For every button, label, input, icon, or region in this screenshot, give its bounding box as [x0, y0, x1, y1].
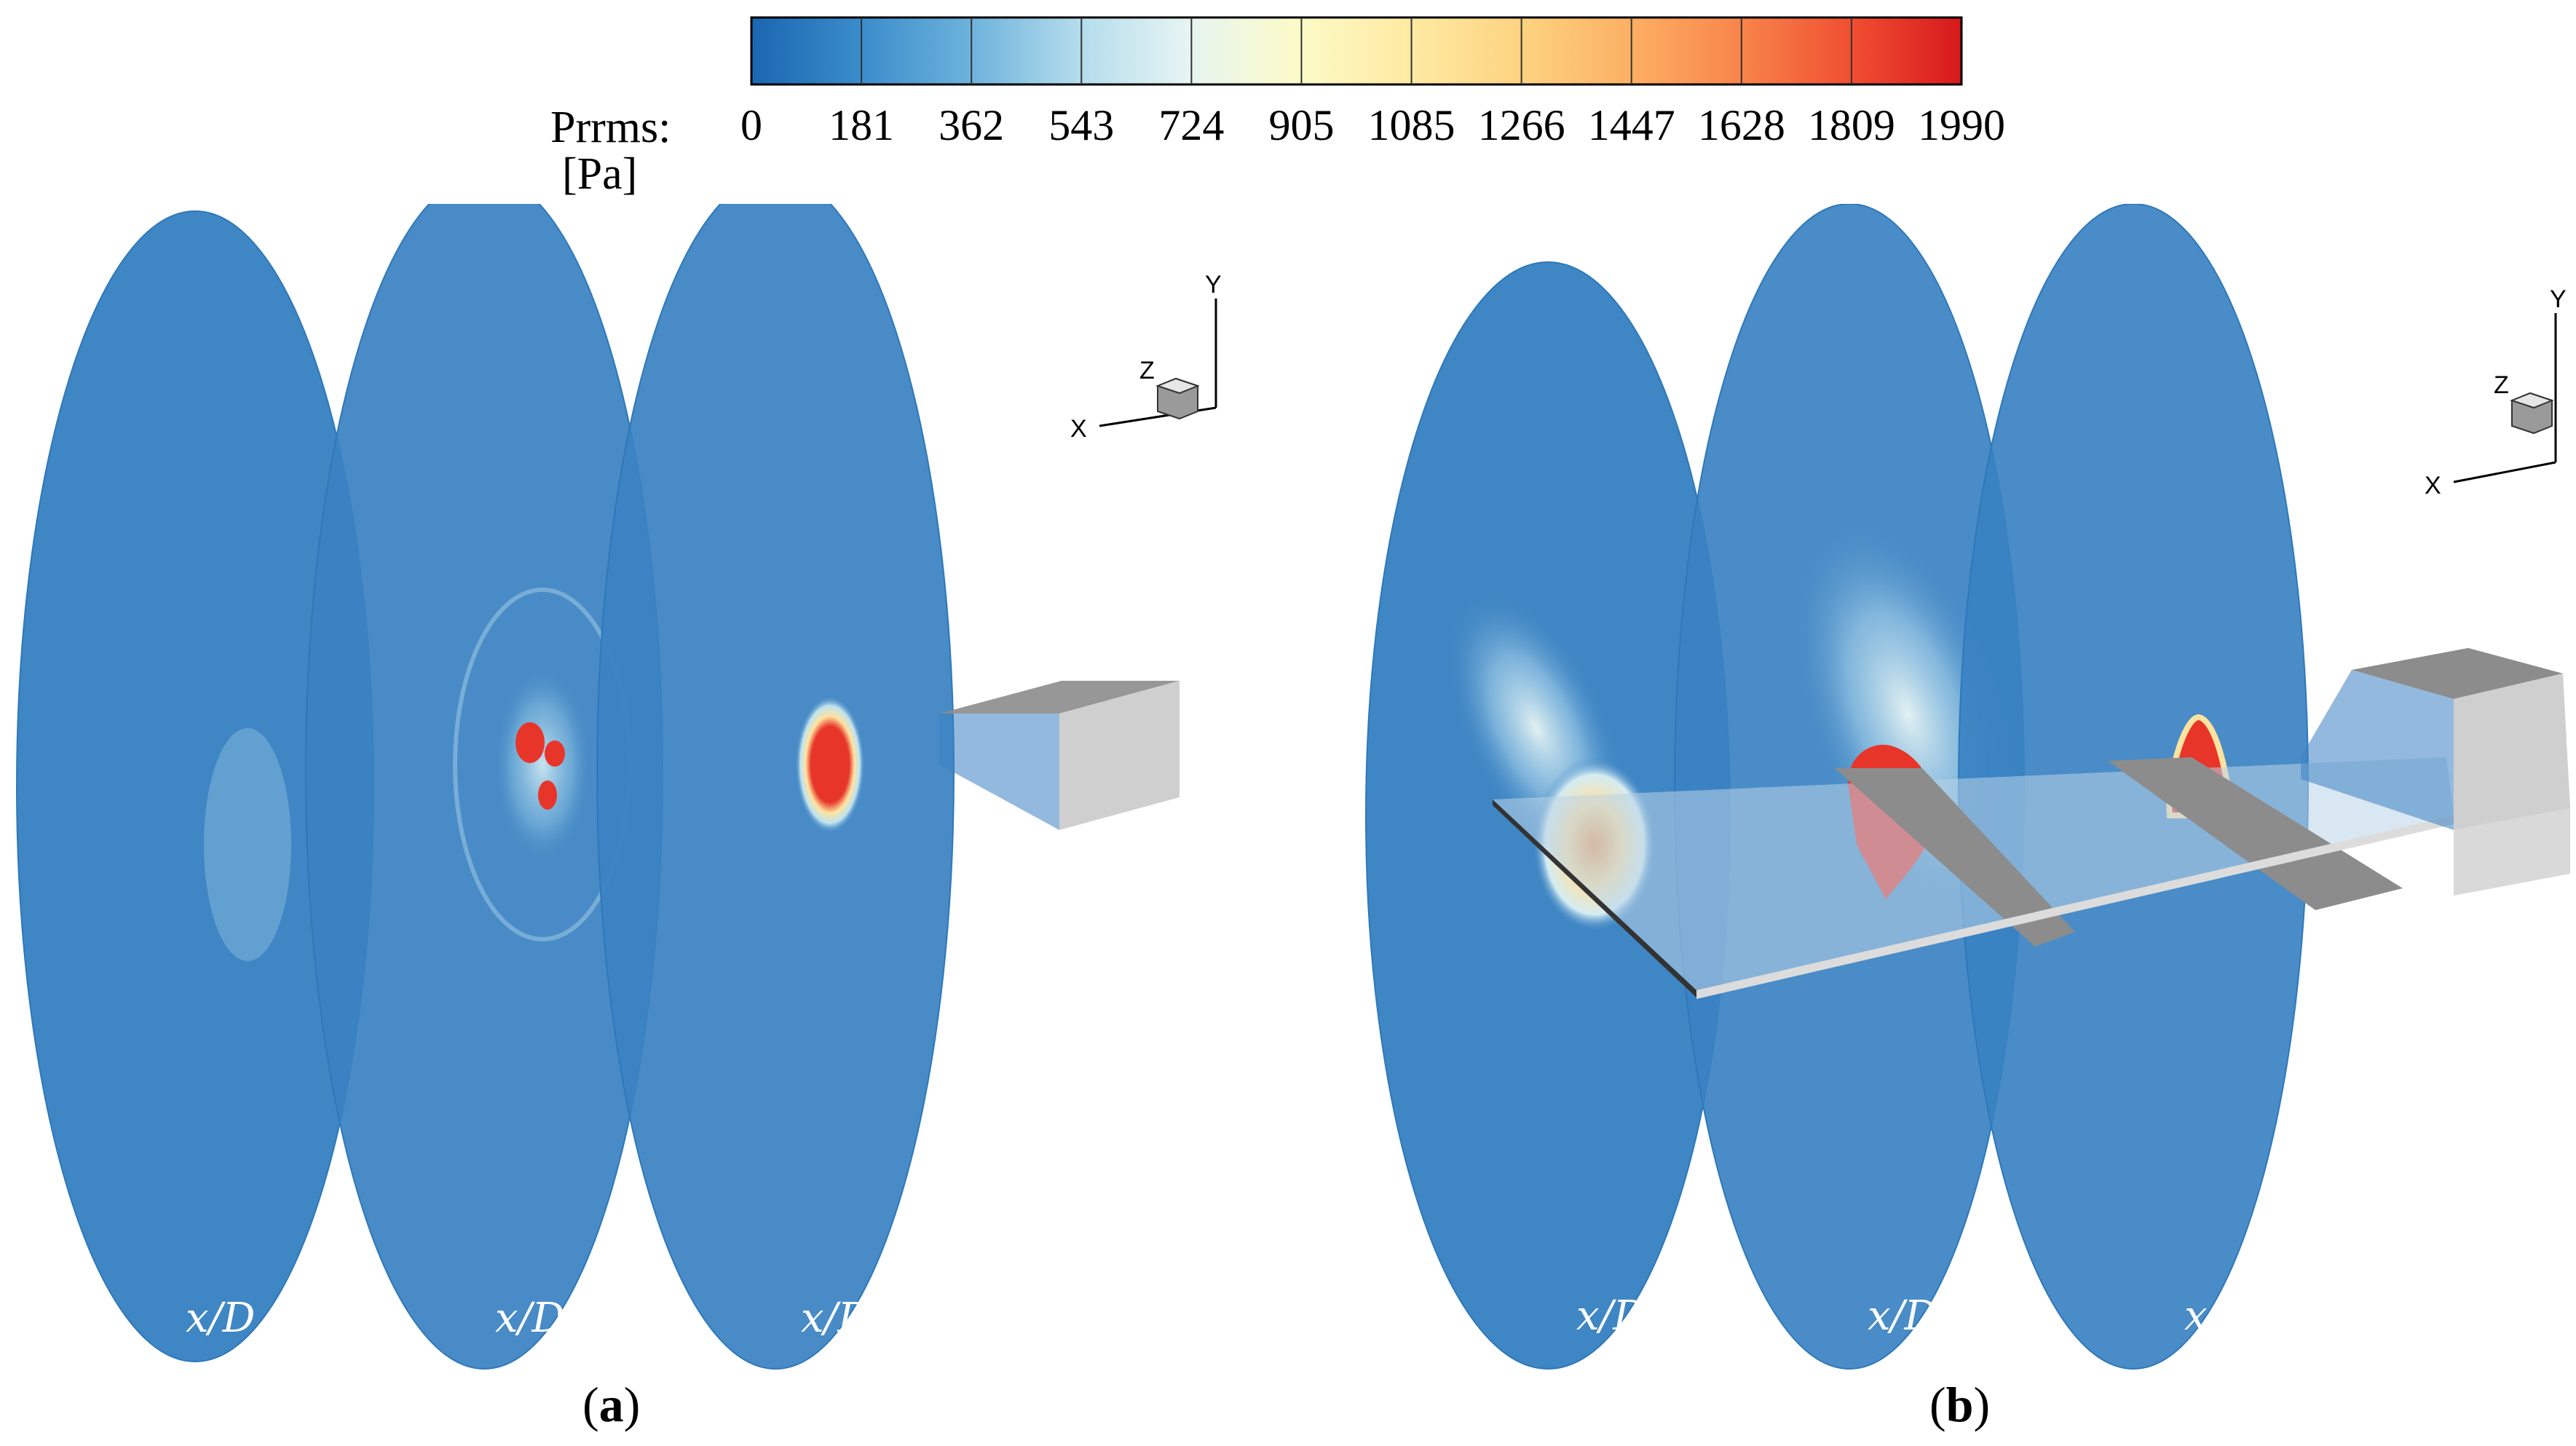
colorbar-variable-label: Prrms:: [550, 103, 671, 152]
panel-a-plot: [16, 204, 1180, 1370]
colorbar-unit-label: [Pa]: [562, 149, 638, 199]
colorbar-tick-label: 1628: [1697, 101, 1785, 149]
nozzle-front-a: [939, 714, 1059, 830]
wall-edge-light: [1696, 815, 2454, 999]
hotspot-a-5: [795, 695, 865, 834]
colorbar-tick-label: 1990: [1918, 101, 2005, 149]
nozzle-b-top: [2352, 648, 2563, 699]
colorbar-tick-label: 724: [1158, 101, 1225, 149]
panel-label-b: (b): [1929, 1377, 1991, 1432]
wall-edge: [1493, 799, 1696, 997]
colorbar-tick-label: 181: [829, 101, 895, 149]
wall-segment-mid: [1835, 768, 2075, 947]
halo-a-18: [491, 663, 593, 866]
axis-y-label-b: Y: [2550, 285, 2567, 313]
axis-z-label-b: Z: [2494, 371, 2509, 399]
colorbar-tick-label: 543: [1048, 101, 1115, 149]
axis-triad-a: Y Z X: [1070, 271, 1222, 443]
slice-label-b-5: x/D = 5: [2184, 1292, 2340, 1340]
speckles-a-30: [204, 728, 291, 961]
slice-label-b-30: x/D = 30: [1576, 1292, 1758, 1340]
nozzle-b-base: [2454, 808, 2570, 896]
axis-z-label-a: Z: [1139, 357, 1155, 384]
colorbar-tick-label: 0: [740, 101, 762, 149]
colorbar-tick-label: 1266: [1477, 101, 1565, 149]
nozzle-b-front: [2301, 670, 2454, 830]
colorbar-tick-label: 1809: [1807, 101, 1895, 149]
axis-x-label-a: X: [1070, 415, 1087, 443]
panel-label-a: (a): [582, 1377, 641, 1432]
axis-x-label-b: X: [2425, 472, 2441, 499]
axis-triad-b: Y Z X: [2425, 285, 2567, 499]
hotspot-a-18-1: [515, 722, 545, 763]
colorbar-tick-label: 1085: [1367, 101, 1455, 149]
slice-label-b-18: x/D = 18: [1868, 1292, 2050, 1340]
nozzle-top-a: [939, 681, 1180, 714]
axis-y-label-a: Y: [1205, 271, 1222, 299]
nozzle-b-side: [2454, 673, 2570, 830]
hotspot-a-18-2: [545, 740, 565, 767]
colorbar-tick-label: 362: [939, 101, 1005, 149]
wall-segment-near: [2108, 757, 2403, 910]
slice-label-a-5: x/D = 5: [801, 1295, 957, 1342]
slice-label-a-30: x/D = 30: [186, 1295, 368, 1342]
colorbar: [750, 16, 1963, 86]
slice-disk-a-5: [596, 204, 955, 1370]
slice-label-a-18: x/D = 18: [495, 1295, 677, 1342]
panel-b-plot: [1365, 204, 2570, 1370]
hotspot-a-18-3: [538, 781, 557, 810]
colorbar-tick-label: 1447: [1587, 101, 1675, 149]
colorbar-tick-label: 905: [1268, 101, 1335, 149]
nozzle-side-a: [1059, 681, 1180, 830]
